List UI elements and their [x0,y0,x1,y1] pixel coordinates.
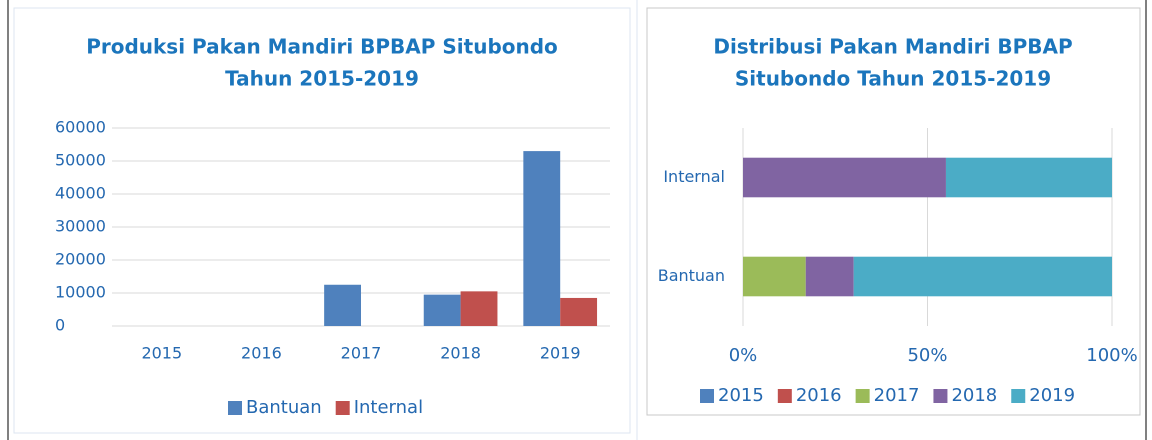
legend-label: 2018 [951,385,997,406]
y-tick-label: Bantuan [658,266,725,285]
chart-title: Distribusi Pakan Mandiri BPBAP [713,35,1072,59]
legend-swatch [228,401,242,415]
bar-segment [743,256,806,297]
chart-title: Tahun 2015-2019 [225,67,419,91]
y-tick-label: 50000 [55,151,106,170]
x-tick-label: 2019 [540,344,581,363]
chart-title: Situbondo Tahun 2015-2019 [735,67,1051,91]
bar [523,151,561,326]
bar-segment [853,256,1112,297]
x-tick-label: 2015 [141,344,182,363]
y-tick-label: 30000 [55,217,106,236]
legend-label: 2019 [1029,385,1075,406]
x-tick-label: 2017 [341,344,382,363]
y-tick-label: 20000 [55,250,106,269]
legend-swatch [855,389,870,403]
x-tick-label: 2018 [440,344,481,363]
bar [560,297,598,326]
y-tick-label: 10000 [55,283,106,302]
x-tick-label: 50% [907,345,947,366]
panel-left [13,7,631,434]
legend-label: 2015 [718,385,764,406]
bar-segment [743,157,946,198]
chart-title: Produksi Pakan Mandiri BPBAP Situbondo [86,35,558,59]
bar [324,284,361,326]
bar [423,294,461,326]
legend-label: Internal [354,397,423,418]
legend-swatch [700,389,714,403]
bar [460,291,498,326]
legend-swatch [933,389,948,403]
x-tick-label: 100% [1086,345,1137,366]
y-tick-label: 0 [55,316,65,335]
bar-segment [805,256,854,297]
panel-right [646,7,1141,416]
bar-segment [945,157,1112,198]
legend-swatch [335,401,350,415]
legend-label: 2017 [874,385,920,406]
x-tick-label: 2016 [241,344,282,363]
x-tick-label: 0% [729,345,758,366]
legend-swatch [777,389,792,403]
legend-swatch [1011,389,1026,403]
y-tick-label: Internal [663,167,725,186]
y-tick-label: 40000 [55,184,106,203]
y-tick-label: 60000 [55,118,106,137]
legend-label: 2016 [796,385,842,406]
legend-label: Bantuan [246,397,322,418]
